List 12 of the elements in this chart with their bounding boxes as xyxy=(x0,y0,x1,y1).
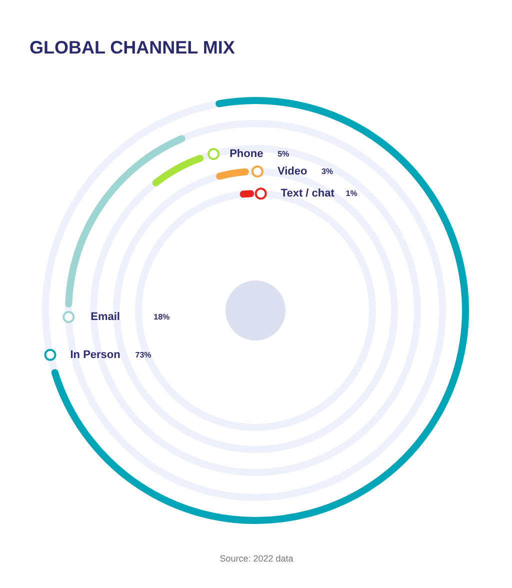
category-label: Text / chat xyxy=(280,188,335,200)
category-label: Video xyxy=(277,166,308,178)
source-note: Source: 2022 data xyxy=(220,554,294,564)
category-label: Phone xyxy=(230,148,264,160)
data-label: 1% xyxy=(346,189,358,198)
data-label: 73% xyxy=(135,350,152,360)
category-label: In Person xyxy=(70,348,121,361)
category-label: Email xyxy=(90,311,120,324)
text: GLOBAL CHANNEL MIX xyxy=(30,38,235,58)
data-label: 18% xyxy=(154,312,170,322)
data-label: 3% xyxy=(321,167,334,176)
data-label: 5% xyxy=(278,150,290,159)
